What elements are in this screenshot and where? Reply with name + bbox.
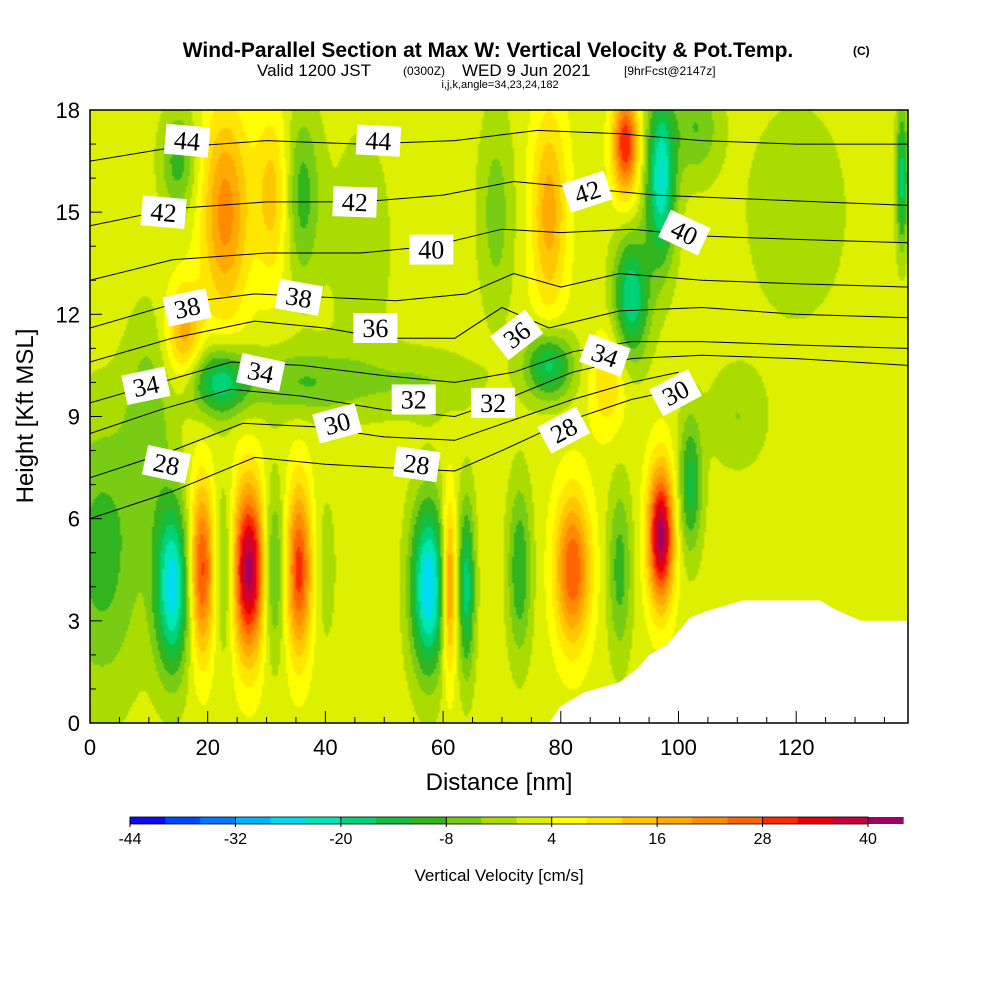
contour-label: 34 [236,352,286,392]
subtitle-valid: Valid 1200 JST [257,61,371,80]
y-axis-label: Height [Kft MSL] [12,329,39,504]
colorbar-swatch [376,817,412,824]
colorbar-tick-label: 16 [648,831,666,848]
theta-contour-42 [90,180,908,227]
colorbar-tick-label: -32 [224,831,247,848]
contour-label: 28 [141,444,192,484]
colorbar-swatch [657,817,693,824]
contour-label: 36 [353,313,398,343]
colorbar-swatch [305,817,342,824]
colorbar-swatch [586,817,623,824]
contour-label: 38 [274,278,324,316]
colorbar-swatch [551,817,588,824]
svg-text:38: 38 [171,291,202,325]
colorbar-label: Vertical Velocity [cm/s] [414,866,583,885]
colorbar-swatch [165,817,201,824]
svg-text:34: 34 [130,369,161,403]
contour-label: 32 [391,384,436,415]
colorbar-swatch [516,817,553,824]
y-tick-label: 6 [68,507,80,532]
svg-text:44: 44 [365,126,392,156]
y-tick-label: 3 [68,609,80,634]
x-axis-label: Distance [nm] [426,769,573,796]
x-tick-label: 20 [195,735,219,760]
contour-label: 40 [409,234,454,265]
colorbar-tick-label: 28 [754,831,772,848]
colorbar-swatch [200,817,236,824]
contour-label: 42 [140,195,187,230]
x-tick-label: 60 [431,735,455,760]
x-tick-label: 80 [549,735,573,760]
svg-text:28: 28 [151,448,182,482]
svg-text:38: 38 [283,281,314,314]
svg-text:42: 42 [341,187,368,217]
y-tick-label: 12 [56,302,80,327]
theta-contour-36 [90,306,908,363]
theta-contour-44 [90,129,908,162]
colorbar-tick-label: -20 [329,831,352,848]
chart-subtitle-indices: i,j,k,angle=34,23,24,182 [441,79,558,91]
y-tick-label: 0 [68,711,80,736]
colorbar-tick-label: 40 [859,831,877,848]
contour-label: 34 [121,366,171,406]
contour-label: 44 [355,124,402,157]
y-axis: 0 3 6 9 12 15 18 [56,98,102,736]
subtitle-forecast: [9hrFcst@2147z] [624,64,716,78]
colorbar-swatch [130,817,166,824]
colorbar-swatch [868,817,904,824]
y-tick-label: 9 [68,405,80,430]
chart-title: Wind-Parallel Section at Max W: Vertical… [183,39,794,62]
contour-label: 42 [332,186,378,218]
colorbar-swatch [270,817,307,824]
chart-title-mark: (C) [853,44,870,58]
colorbar-tick-label: 4 [547,831,556,848]
colorbar-swatch [797,817,834,824]
svg-text:40: 40 [418,236,444,265]
chart-subtitle: Valid 1200 JST (0300Z) WED 9 Jun 2021 [9… [257,61,716,80]
theta-contour-40 [90,228,908,281]
svg-text:34: 34 [245,356,276,390]
colorbar-swatch [446,817,482,824]
colorbar-swatch [692,817,728,824]
x-tick-label: 40 [313,735,337,760]
theta-contour-34 [90,341,908,404]
y-tick-label: 18 [56,98,80,123]
colorbar-tick-label: -44 [118,831,141,848]
terrain-mask [549,600,908,723]
colorbar-swatch [411,817,447,824]
colorbar-swatch [622,817,658,824]
colorbar-tick-label: -8 [439,831,453,848]
svg-text:36: 36 [362,314,388,343]
x-tick-label: 100 [660,735,697,760]
svg-text:32: 32 [401,386,427,415]
colorbar-swatch [340,817,377,824]
colorbar-swatch [762,817,799,824]
svg-text:44: 44 [173,126,201,157]
colorbar-swatch [235,817,272,824]
contour-label: 28 [392,446,441,483]
y-tick-label: 15 [56,200,80,225]
contour-label: 38 [162,288,212,327]
x-tick-label: 120 [778,735,815,760]
colorbar: -44 -32 -20 -8 4 16 28 40 [118,816,904,848]
contour-label: 32 [471,387,516,418]
theta-contour-30 [90,371,679,479]
svg-text:42: 42 [149,197,177,228]
subtitle-date: WED 9 Jun 2021 [462,61,591,80]
theta-contour-38 [90,272,908,329]
svg-text:32: 32 [480,389,506,418]
x-axis: 0 20 40 60 80 100 120 [84,711,885,760]
svg-text:28: 28 [402,449,432,481]
contour-label: 44 [163,123,211,158]
colorbar-swatch [481,817,518,824]
colorbar-swatch [832,817,869,824]
colorbar-swatch [727,817,764,824]
x-tick-label: 0 [84,735,96,760]
contour-label: 28 [537,406,591,454]
contour-label: 30 [312,403,363,444]
subtitle-utc: (0300Z) [403,64,445,78]
